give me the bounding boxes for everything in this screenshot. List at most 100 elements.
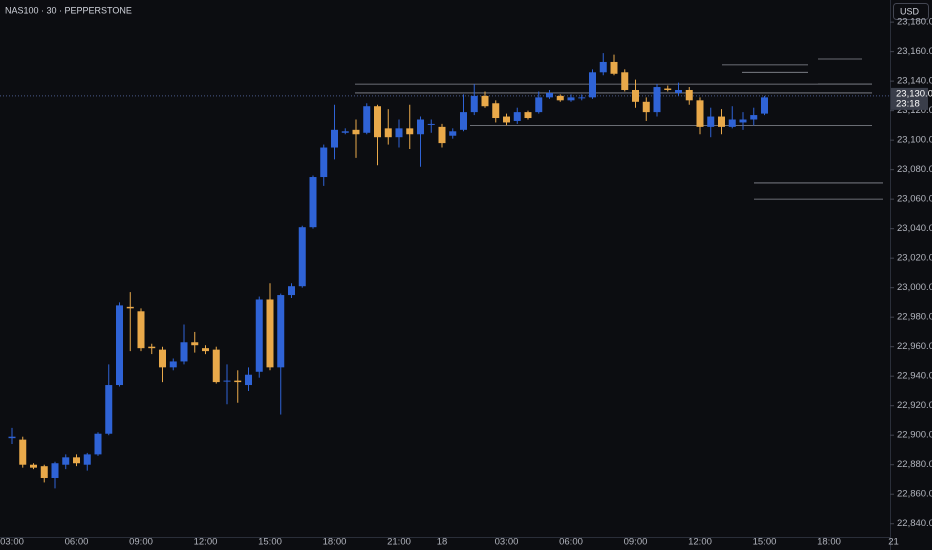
candle-body: [137, 311, 145, 349]
candle-body: [116, 305, 123, 386]
y-tick-label: 23,060.0: [897, 194, 932, 205]
candle-body: [180, 342, 188, 362]
x-tick-label: 21: [888, 537, 899, 548]
candle-body: [30, 464, 37, 468]
x-tick-label: 18:00: [817, 537, 841, 548]
candle-body: [728, 119, 736, 127]
x-tick-label: 12:00: [194, 537, 218, 548]
candle-body: [94, 433, 102, 455]
candle-body: [524, 112, 532, 119]
candle-body: [739, 119, 747, 123]
candle-body: [761, 97, 768, 114]
candle-body: [718, 116, 725, 127]
candle-body: [621, 72, 629, 90]
candle-body: [460, 112, 467, 130]
candle-body: [266, 299, 274, 368]
x-tick-label: 18: [437, 537, 448, 548]
x-tick-label: 06:00: [559, 537, 583, 548]
x-tick-label: 21:00: [387, 537, 411, 548]
y-tick-label: 23,160.0: [897, 46, 932, 57]
y-tick-label: 23,100.0: [897, 135, 932, 146]
y-tick-label: 23,140.0: [897, 76, 932, 87]
candle-body: [642, 101, 650, 113]
candle-body: [384, 128, 392, 138]
x-tick-label: 09:00: [624, 537, 648, 548]
candle-body: [417, 119, 424, 135]
y-tick-label: 22,960.0: [897, 341, 932, 352]
candle-body: [298, 227, 306, 287]
candle-body: [8, 436, 16, 439]
candle-body: [589, 72, 596, 98]
candle-body: [449, 131, 457, 136]
candle-body: [352, 129, 360, 135]
y-tick-label: 22,940.0: [897, 371, 932, 382]
candle-body: [664, 88, 672, 90]
candle-body: [288, 286, 295, 296]
candle-body: [610, 61, 618, 74]
candle-body: [685, 89, 693, 101]
candle-body: [503, 116, 510, 123]
y-tick-label: 22,880.0: [897, 459, 932, 470]
x-tick-label: 03:00: [495, 537, 519, 548]
candle-body: [513, 112, 521, 121]
candle-body: [126, 306, 134, 309]
candle-body: [696, 100, 704, 127]
candle-body: [202, 348, 209, 352]
candle-body: [556, 95, 564, 101]
candle-body: [51, 463, 59, 478]
currency-label[interactable]: USD: [900, 6, 920, 16]
candle-body: [309, 177, 317, 228]
candle-body: [234, 380, 242, 383]
candle-body: [19, 439, 27, 465]
candle-body: [481, 95, 489, 107]
candle-body: [675, 89, 682, 93]
y-tick-label: 23,120.0: [897, 105, 932, 116]
candle-body: [535, 97, 543, 113]
x-tick-label: 09:00: [129, 537, 153, 548]
candle-body: [83, 454, 91, 465]
chart-title: NAS100 · 30 · PEPPERSTONE: [5, 5, 132, 15]
candle-body: [492, 103, 500, 119]
candle-body: [320, 147, 328, 178]
candle-body: [159, 349, 166, 368]
candle-body: [341, 131, 349, 133]
candle-body: [546, 92, 553, 98]
candle-body: [395, 128, 403, 138]
candle-body: [255, 299, 263, 372]
y-tick-label: 22,920.0: [897, 400, 932, 411]
y-tick-label: 22,980.0: [897, 312, 932, 323]
candle-body: [427, 123, 435, 125]
x-tick-label: 15:00: [258, 537, 282, 548]
y-tick-label: 22,840.0: [897, 518, 932, 529]
x-tick-label: 18:00: [323, 537, 347, 548]
candle-body: [105, 385, 113, 434]
candle-body: [40, 466, 48, 478]
x-tick-label: 12:00: [688, 537, 712, 548]
candle-body: [374, 106, 381, 138]
x-tick-label: 03:00: [0, 537, 24, 548]
y-tick-label: 23,000.0: [897, 282, 932, 293]
candle-body: [331, 129, 338, 148]
candle-body: [470, 95, 478, 113]
candle-body: [406, 128, 414, 135]
candle-body: [245, 374, 252, 386]
candle-body: [632, 89, 639, 102]
y-tick-label: 23,040.0: [897, 223, 932, 234]
candle-body: [599, 61, 607, 73]
candle-body: [567, 97, 575, 101]
last-price-label: 23,130.0: [896, 88, 932, 99]
candle-body: [191, 342, 199, 346]
countdown-label: 23:18: [896, 98, 920, 109]
candle-body: [223, 380, 231, 382]
candle-body: [62, 457, 70, 465]
x-tick-label: 15:00: [753, 537, 777, 548]
y-tick-label: 23,020.0: [897, 253, 932, 264]
candle-body: [148, 346, 156, 349]
currency-button[interactable]: [893, 3, 929, 20]
candle-body: [363, 106, 371, 133]
y-tick-label: 22,900.0: [897, 430, 932, 441]
candle-body: [73, 457, 80, 464]
candle-body: [169, 361, 177, 368]
x-tick-label: 06:00: [65, 537, 89, 548]
